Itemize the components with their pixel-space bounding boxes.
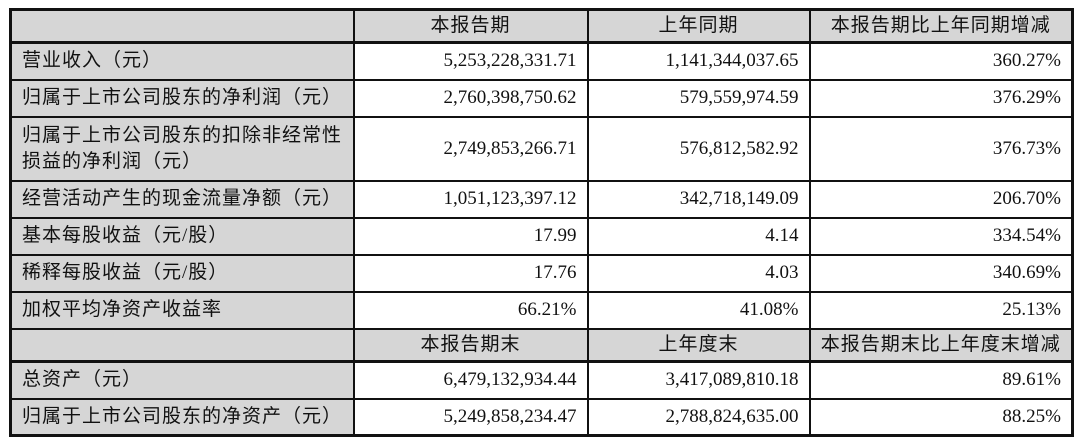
- table-row-net-assets: 归属于上市公司股东的净资产（元） 5,249,858,234.47 2,788,…: [9, 397, 1074, 437]
- table-row-total-assets: 总资产（元） 6,479,132,934.44 3,417,089,810.18…: [9, 360, 1074, 400]
- col-header-period-end: 本报告期末: [352, 327, 589, 363]
- value-change: 376.29%: [808, 78, 1074, 118]
- row-label: 基本每股收益（元/股）: [9, 216, 355, 256]
- value-prior: 4.03: [586, 253, 811, 293]
- table-row-revenue: 营业收入（元） 5,253,228,331.71 1,141,344,037.6…: [9, 41, 1074, 81]
- value-prior: 342,718,149.09: [586, 179, 811, 219]
- value-prior: 41.08%: [586, 290, 811, 330]
- value-current: 17.99: [352, 216, 589, 256]
- row-label: 总资产（元）: [9, 360, 355, 400]
- row-label: 稀释每股收益（元/股）: [9, 253, 355, 293]
- value-prior: 579,559,974.59: [586, 78, 811, 118]
- row-label: 营业收入（元）: [9, 41, 355, 81]
- corner-blank-cell: [9, 327, 355, 363]
- corner-blank-cell: [9, 8, 355, 44]
- table-row-operating-cash-flow: 经营活动产生的现金流量净额（元） 1,051,123,397.12 342,71…: [9, 179, 1074, 219]
- col-header-current-period: 本报告期: [352, 8, 589, 44]
- row-label: 加权平均净资产收益率: [9, 290, 355, 330]
- value-current: 2,760,398,750.62: [352, 78, 589, 118]
- row-label: 经营活动产生的现金流量净额（元）: [9, 179, 355, 219]
- income-header-row: 本报告期 上年同期 本报告期比上年同期增减: [9, 8, 1074, 44]
- value-current: 5,249,858,234.47: [352, 397, 589, 437]
- table-row-net-profit: 归属于上市公司股东的净利润（元） 2,760,398,750.62 579,55…: [9, 78, 1074, 118]
- value-prior: 3,417,089,810.18: [586, 360, 811, 400]
- balance-header-row: 本报告期末 上年度末 本报告期末比上年度末增减: [9, 327, 1074, 363]
- value-change: 340.69%: [808, 253, 1074, 293]
- financial-summary-table: 本报告期 上年同期 本报告期比上年同期增减 营业收入（元） 5,253,228,…: [9, 8, 1074, 437]
- table-row-diluted-eps: 稀释每股收益（元/股） 17.76 4.03 340.69%: [9, 253, 1074, 293]
- value-change: 376.73%: [808, 115, 1074, 182]
- value-current: 66.21%: [352, 290, 589, 330]
- value-prior: 4.14: [586, 216, 811, 256]
- col-header-prior-year-end: 上年度末: [586, 327, 811, 363]
- row-label: 归属于上市公司股东的扣除非经常性损益的净利润（元）: [9, 115, 355, 182]
- value-current: 1,051,123,397.12: [352, 179, 589, 219]
- value-change: 89.61%: [808, 360, 1074, 400]
- value-change: 206.70%: [808, 179, 1074, 219]
- value-current: 6,479,132,934.44: [352, 360, 589, 400]
- col-header-prior-period: 上年同期: [586, 8, 811, 44]
- row-label: 归属于上市公司股东的净利润（元）: [9, 78, 355, 118]
- value-current: 2,749,853,266.71: [352, 115, 589, 182]
- col-header-change: 本报告期比上年同期增减: [808, 8, 1074, 44]
- table-row-weighted-avg-roe: 加权平均净资产收益率 66.21% 41.08% 25.13%: [9, 290, 1074, 330]
- value-current: 5,253,228,331.71: [352, 41, 589, 81]
- value-prior: 1,141,344,037.65: [586, 41, 811, 81]
- value-prior: 2,788,824,635.00: [586, 397, 811, 437]
- col-header-end-change: 本报告期末比上年度末增减: [808, 327, 1074, 363]
- value-change: 25.13%: [808, 290, 1074, 330]
- value-change: 360.27%: [808, 41, 1074, 81]
- value-change: 334.54%: [808, 216, 1074, 256]
- row-label: 归属于上市公司股东的净资产（元）: [9, 397, 355, 437]
- value-prior: 576,812,582.92: [586, 115, 811, 182]
- value-change: 88.25%: [808, 397, 1074, 437]
- value-current: 17.76: [352, 253, 589, 293]
- table-row-net-profit-excl-nonrecurring: 归属于上市公司股东的扣除非经常性损益的净利润（元） 2,749,853,266.…: [9, 115, 1074, 182]
- table-row-basic-eps: 基本每股收益（元/股） 17.99 4.14 334.54%: [9, 216, 1074, 256]
